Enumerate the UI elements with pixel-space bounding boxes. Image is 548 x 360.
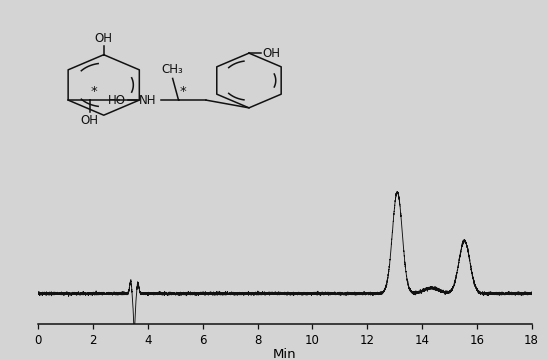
- Text: NH: NH: [139, 94, 157, 107]
- Text: OH: OH: [81, 114, 99, 127]
- X-axis label: Min: Min: [273, 348, 297, 360]
- Text: OH: OH: [95, 32, 113, 45]
- Text: HO: HO: [107, 94, 125, 107]
- Text: *: *: [179, 85, 186, 98]
- Text: CH₃: CH₃: [162, 63, 184, 76]
- Text: *: *: [90, 85, 97, 98]
- Text: OH: OH: [262, 47, 281, 60]
